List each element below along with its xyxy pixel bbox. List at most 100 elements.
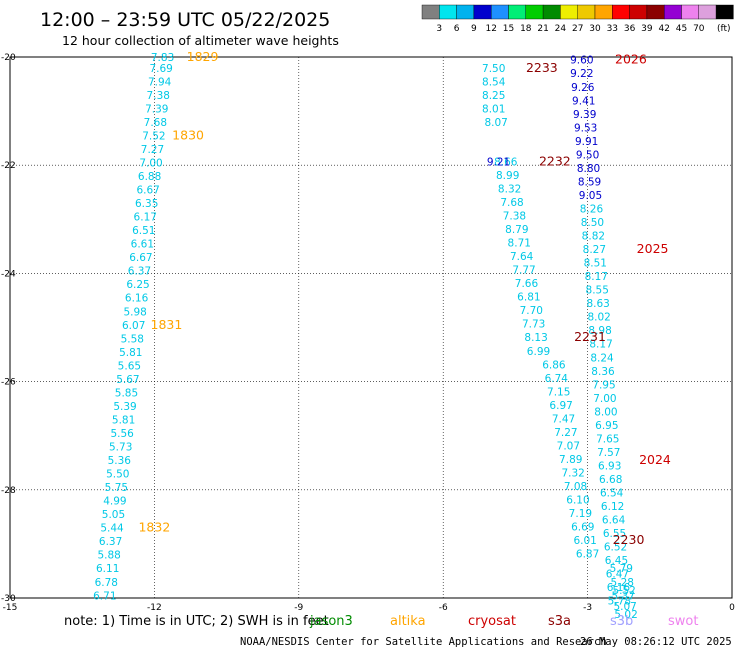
wave-height-value: 8.07 (484, 117, 507, 129)
color-scale-swatch (542, 4, 561, 20)
legend-item-jason3: jason3 (309, 614, 353, 629)
wave-height-value: 6.87 (576, 549, 599, 561)
wave-height-value: 7.52 (142, 130, 165, 142)
color-scale-swatch (594, 4, 613, 20)
wave-height-value: 6.51 (132, 225, 155, 237)
chart-subtitle: 12 hour collection of altimeter wave hei… (62, 33, 339, 48)
color-scale-label: 12 (485, 24, 496, 34)
y-tick-label: -26 (1, 378, 16, 388)
color-scale-swatch (491, 4, 509, 20)
wave-height-value: 8.82 (582, 231, 605, 243)
x-axis-ticks: -15 -12 -9 -6 -3 0 (3, 603, 735, 613)
wave-height-value: 6.16 (607, 582, 631, 594)
wave-height-value: 6.78 (95, 577, 118, 589)
wave-height-value: 9.39 (573, 109, 596, 121)
wave-height-value: 9.21 (487, 156, 510, 168)
wave-height-value: 6.37 (99, 536, 122, 548)
color-scale-label: 39 (641, 24, 653, 34)
legend-item-swot: swot (668, 614, 698, 629)
x-tick-label: -15 (3, 603, 18, 613)
wave-height-value: 6.97 (549, 400, 572, 412)
wave-height-value: 8.79 (505, 224, 528, 236)
footer-source: NOAA/NESDIS Center for Satellite Applica… (240, 636, 607, 648)
wave-height-value: 5.81 (119, 347, 142, 359)
wave-height-value: 9.41 (572, 95, 595, 107)
color-scale-label: 36 (624, 24, 636, 34)
wave-height-value: 7.27 (141, 144, 164, 156)
wave-height-value: 5.02 (614, 609, 637, 621)
wave-height-value: 6.47 (606, 569, 629, 581)
wave-height-value: 8.51 (584, 258, 607, 270)
wave-height-value: 8.99 (496, 170, 519, 182)
wave-height-value: 5.52 (612, 585, 635, 597)
wave-height-value: 7.00 (593, 393, 616, 405)
wave-height-value: 5.67 (116, 374, 139, 386)
wave-height-value: 6.55 (603, 528, 626, 540)
color-scale-label: 15 (503, 24, 514, 34)
wave-height-value: 7.47 (552, 413, 575, 425)
wave-height-value: 8.55 (586, 285, 609, 297)
color-scale-label: 42 (658, 24, 669, 34)
wave-height-value: 6.67 (129, 252, 152, 264)
wave-height-value: 6.93 (598, 460, 621, 472)
color-scale-label: 45 (676, 24, 687, 34)
wave-height-value: 7.83 (151, 52, 174, 64)
color-scale-label: 18 (520, 24, 532, 34)
wave-height-value: 5.28 (611, 577, 634, 589)
wave-height-value: 7.15 (547, 386, 570, 398)
wave-height-value: 6.88 (138, 171, 161, 183)
wave-height-value: 4.99 (103, 496, 126, 508)
wave-height-value: 8.24 (590, 352, 614, 364)
color-scale-swatch (508, 4, 526, 20)
wave-height-value: 5.88 (97, 550, 120, 562)
wave-height-value: 7.77 (512, 265, 535, 277)
wave-height-value: 8.27 (583, 244, 606, 256)
chart-title: 12:00 – 23:59 UTC 05/22/2025 (40, 9, 330, 31)
color-scale-label: 33 (607, 24, 618, 34)
wave-height-value: 6.45 (605, 555, 628, 567)
wave-height-value: 6.61 (131, 239, 154, 251)
wave-height-value: 6.99 (527, 346, 550, 358)
wave-height-value: 5.75 (105, 482, 128, 494)
wave-height-value: 7.07 (557, 440, 580, 452)
wave-height-value: 7.38 (147, 90, 170, 102)
wave-height-value: 6.10 (566, 495, 589, 507)
wave-height-value: 7.66 (515, 278, 539, 290)
wave-height-value: 7.32 (561, 467, 584, 479)
wave-height-value: 5.36 (108, 455, 132, 467)
wave-height-value: 5.37 (612, 590, 635, 602)
y-tick-label: -24 (1, 269, 16, 279)
legend-item-altika: altika (390, 614, 426, 629)
wave-height-value: 6.37 (128, 266, 151, 278)
wave-height-value: 5.85 (115, 387, 138, 399)
wave-height-value: 9.53 (574, 122, 597, 134)
wave-height-value: 9.50 (576, 149, 599, 161)
color-scale-unit: (ft) (717, 24, 731, 34)
wave-height-value: 6.11 (96, 563, 119, 575)
wave-height-value: 5.78 (608, 596, 631, 608)
wave-height-value: 7.70 (520, 305, 543, 317)
wave-height-value: 8.80 (577, 163, 600, 175)
color-scale-swatch (715, 4, 734, 20)
color-scale-swatch (421, 4, 440, 20)
wave-height-value: 6.25 (126, 279, 149, 291)
wave-height-value: 5.44 (100, 523, 124, 535)
x-tick-label: -3 (583, 603, 592, 613)
color-scale-label: 70 (693, 24, 705, 34)
wave-height-value: 6.81 (517, 292, 540, 304)
wave-height-value: 6.01 (573, 535, 596, 547)
wave-height-value: 9.22 (570, 68, 593, 80)
wave-height-value: 8.13 (524, 332, 547, 344)
pass-label: 2026 (615, 52, 647, 67)
x-tick-label: -9 (294, 603, 303, 613)
grid-lines (10, 57, 732, 598)
wave-height-value: 7.00 (139, 157, 162, 169)
wave-height-value: 6.54 (600, 488, 624, 500)
wave-height-value: 5.58 (121, 333, 144, 345)
wave-height-value: 6.71 (93, 590, 116, 602)
wave-height-value: 7.50 (482, 63, 505, 75)
units-note: note: 1) Time is in UTC; 2) SWH is in fe… (64, 614, 329, 629)
wave-height-value: 7.68 (500, 197, 523, 209)
wave-height-value: 6.74 (545, 373, 569, 385)
wave-height-value: 8.00 (594, 406, 617, 418)
